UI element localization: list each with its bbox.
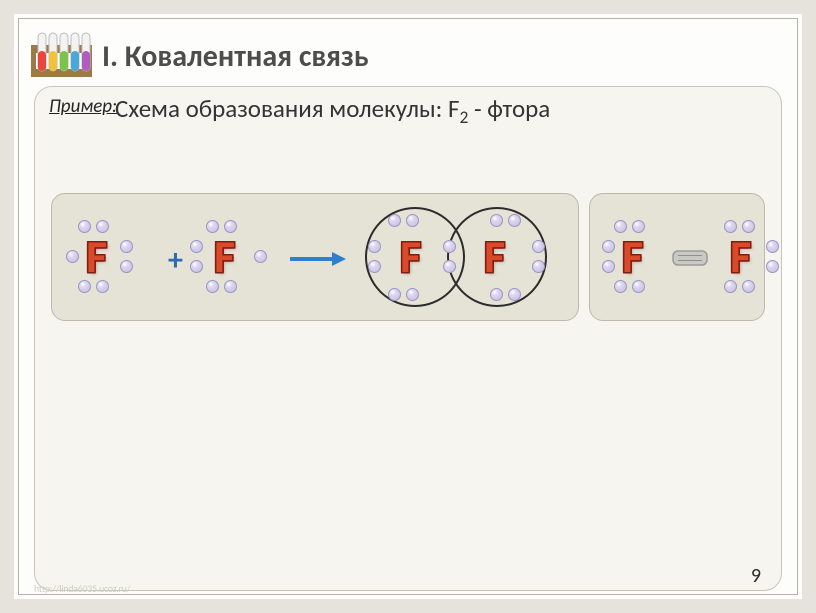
electron-dot xyxy=(614,280,627,293)
atom-F2-letter: F xyxy=(214,234,235,280)
subtitle-suffix: - фтора xyxy=(468,93,550,124)
content-box: Пример: Схема образования молекулы: F2 -… xyxy=(34,86,782,591)
electron-dot xyxy=(206,280,219,293)
reaction-panel: F + F F F xyxy=(51,193,579,321)
electron-dot xyxy=(190,240,203,253)
electron-dot xyxy=(66,250,79,263)
arrow-icon xyxy=(288,250,346,268)
electron-dot xyxy=(96,220,109,233)
electron-dot xyxy=(766,260,779,273)
subtitle: Схема образования молекулы: F2 - фтора xyxy=(115,93,550,128)
electron-dot xyxy=(742,220,755,233)
electron-dot xyxy=(490,214,503,227)
electron-dot xyxy=(443,240,456,253)
electron-dot xyxy=(78,220,91,233)
electron-dot xyxy=(78,280,91,293)
plus-sign: + xyxy=(168,242,183,279)
electron-dot xyxy=(532,260,545,273)
electron-dot xyxy=(368,260,381,273)
electron-dot xyxy=(206,220,219,233)
electron-dot xyxy=(724,280,737,293)
atom-RB-letter: F xyxy=(730,234,751,280)
example-label: Пример: xyxy=(49,95,117,118)
electron-dot xyxy=(602,240,615,253)
electron-dot xyxy=(406,214,419,227)
page-title: I. Ковалентная связь xyxy=(102,38,369,75)
electron-dot xyxy=(190,260,203,273)
electron-dot xyxy=(224,220,237,233)
atom-vennA-letter: F xyxy=(400,234,421,280)
subtitle-sub: 2 xyxy=(459,106,468,128)
electron-dot xyxy=(254,250,267,263)
electron-dot xyxy=(120,240,133,253)
electron-dot xyxy=(724,220,737,233)
slide-frame: I. Ковалентная связь Пример: Схема образ… xyxy=(0,0,816,613)
electron-dot xyxy=(602,260,615,273)
atom-F1-letter: F xyxy=(86,234,107,280)
electron-dot xyxy=(368,240,381,253)
diagram-row: F + F F F xyxy=(51,193,765,321)
atom-vennB-letter: F xyxy=(484,234,505,280)
bond-icon xyxy=(672,250,708,266)
electron-dot xyxy=(508,214,521,227)
electron-dot xyxy=(632,220,645,233)
electron-dot xyxy=(96,280,109,293)
page-number: 9 xyxy=(751,564,761,588)
electron-dot xyxy=(632,280,645,293)
electron-dot xyxy=(406,288,419,301)
test-tubes-icon xyxy=(29,29,94,84)
product-panel: F F xyxy=(589,193,765,321)
electron-dot xyxy=(443,260,456,273)
electron-dot xyxy=(388,288,401,301)
electron-dot xyxy=(224,280,237,293)
electron-dot xyxy=(388,214,401,227)
electron-dot xyxy=(766,240,779,253)
atom-RA-letter: F xyxy=(622,234,643,280)
electron-dot xyxy=(120,260,133,273)
electron-dot xyxy=(490,288,503,301)
electron-dot xyxy=(614,220,627,233)
watermark: http://linda6035.ucoz.ru/ xyxy=(34,582,130,595)
electron-dot xyxy=(532,240,545,253)
subtitle-prefix: Схема образования молекулы: F xyxy=(115,93,459,124)
electron-dot xyxy=(508,288,521,301)
electron-dot xyxy=(742,280,755,293)
